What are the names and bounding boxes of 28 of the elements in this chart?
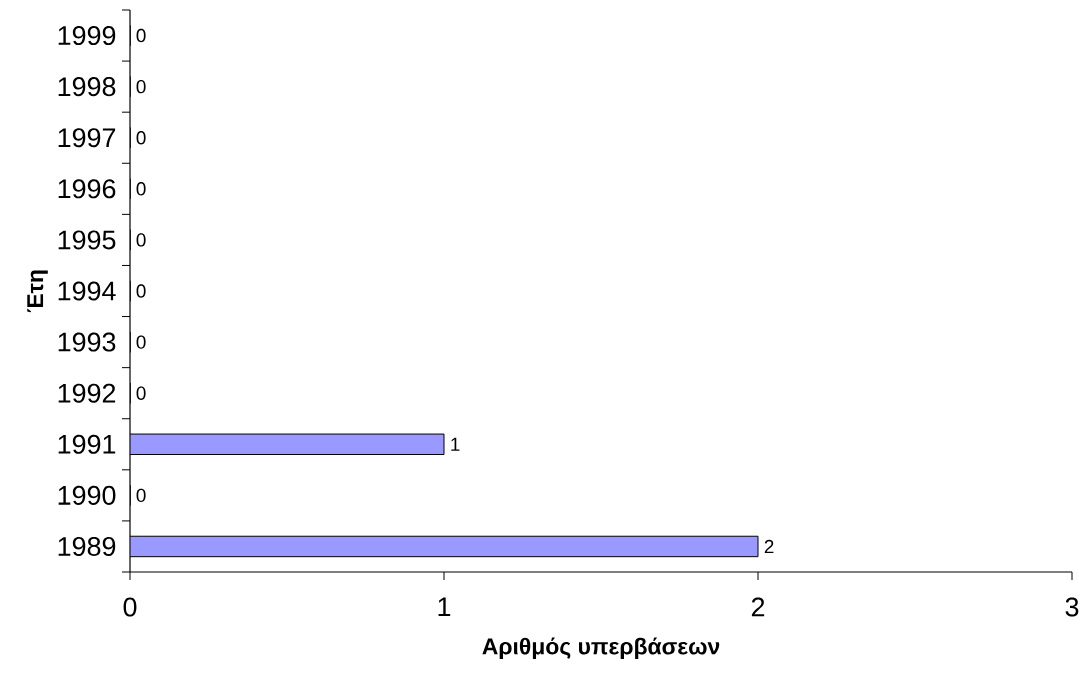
x-tick-label: 2 — [751, 597, 765, 617]
data-label: 1 — [451, 437, 460, 451]
data-label: 0 — [136, 233, 146, 247]
y-tick-label: 1996 — [58, 179, 116, 199]
y-tick-label: 1991 — [58, 434, 116, 454]
data-label: 0 — [136, 386, 146, 400]
x-tick-label: 3 — [1065, 597, 1079, 617]
y-axis-title: Έτη — [27, 270, 48, 313]
y-tick-label: 1995 — [58, 230, 116, 250]
y-tick-label: 1997 — [58, 128, 116, 148]
data-label: 0 — [136, 131, 146, 145]
y-tick-label: 1998 — [58, 77, 116, 97]
data-label: 2 — [764, 539, 774, 554]
y-tick-label: 1994 — [58, 281, 116, 301]
data-label: 0 — [136, 28, 146, 43]
y-tick-label: 1993 — [58, 332, 116, 352]
data-label: 0 — [136, 335, 146, 349]
x-tick-label: 1 — [438, 597, 451, 617]
x-tick-label: 0 — [123, 597, 137, 617]
y-tick-label: 1992 — [58, 383, 116, 403]
data-label: 0 — [136, 79, 146, 94]
data-label: 0 — [136, 182, 146, 196]
x-axis-title: Αριθμός υπερβάσεων — [482, 637, 720, 660]
data-label: 0 — [136, 284, 146, 298]
y-tick-label: 1990 — [58, 485, 116, 505]
y-tick-label: 1999 — [58, 26, 116, 46]
data-label: 0 — [136, 488, 146, 503]
y-tick-label: 1989 — [58, 536, 116, 556]
